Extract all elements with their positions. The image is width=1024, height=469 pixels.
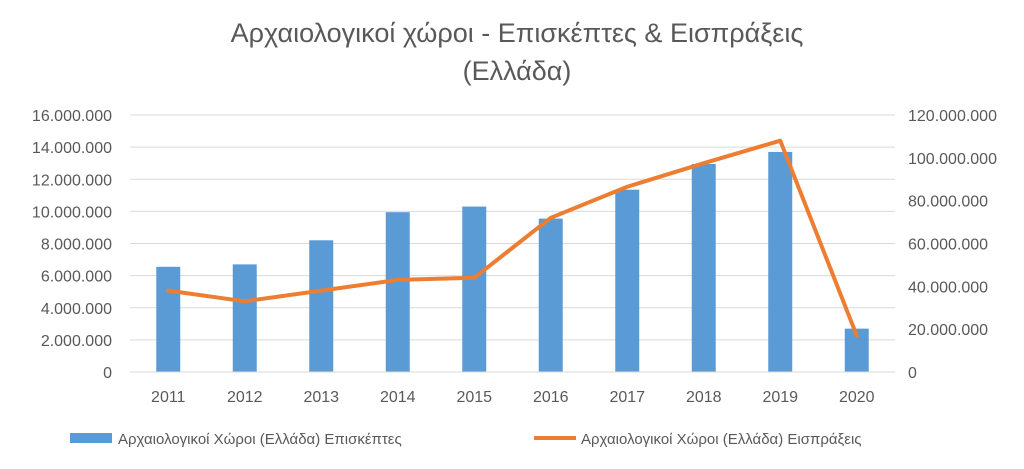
left-axis-tick-label: 6.000.000: [41, 269, 112, 286]
bar-visitors: [615, 189, 640, 372]
bar-visitors: [156, 266, 181, 372]
bar-visitors: [462, 206, 487, 372]
left-axis-tick-label: 10.000.000: [32, 204, 112, 221]
x-axis-tick-label: 2011: [151, 389, 186, 406]
x-axis-tick-label: 2013: [303, 389, 339, 406]
legend-label-visitors: Αρχαιολογικοί Χώροι (Ελλάδα) Επισκέπτες: [118, 431, 402, 448]
right-axis-tick-label: 80.000.000: [908, 194, 988, 211]
left-axis-tick-label: 16.000.000: [32, 108, 112, 125]
chart-title-line-2: (Ελλάδα): [463, 56, 572, 86]
legend: Αρχαιολογικοί Χώροι (Ελλάδα) Επισκέπτες …: [70, 431, 862, 448]
left-axis-tick-label: 4.000.000: [41, 301, 112, 318]
left-axis-tick-label: 2.000.000: [41, 333, 112, 350]
x-axis-tick-label: 2014: [380, 389, 416, 406]
right-axis-tick-label: 40.000.000: [908, 279, 988, 296]
left-axis-tick-label: 0: [103, 365, 112, 382]
x-axis-tick-label: 2015: [456, 389, 492, 406]
left-axis-tick-label: 14.000.000: [32, 140, 112, 157]
x-axis-tick-label: 2012: [227, 389, 263, 406]
axes: 0 2.000.000 4.000.000 6.000.000 8.000.000 10.…: [32, 108, 997, 406]
line-series: [166, 138, 859, 338]
x-axis-tick-label: 2019: [762, 389, 798, 406]
gridlines: [130, 114, 895, 341]
legend-label-revenue: Αρχαιολογικοί Χώροι (Ελλάδα) Εισπράξεις: [581, 431, 862, 448]
legend-swatch-visitors: [70, 433, 112, 443]
bar-visitors: [385, 212, 410, 372]
bar-visitors: [691, 163, 716, 372]
line-revenue: [166, 138, 859, 338]
right-axis-tick-label: 0: [908, 365, 917, 382]
right-axis-tick-label: 120.000.000: [908, 108, 997, 125]
bar-visitors: [768, 151, 793, 372]
bar-visitors: [309, 240, 334, 372]
bar-visitors: [232, 264, 257, 372]
x-axis-tick-label: 2018: [686, 389, 722, 406]
x-axis-tick-label: 2016: [533, 389, 569, 406]
left-axis-tick-label: 8.000.000: [41, 237, 112, 254]
bar-visitors: [538, 218, 563, 372]
bar-series: [156, 151, 869, 372]
left-axis-tick-label: 12.000.000: [32, 172, 112, 189]
right-axis-tick-label: 60.000.000: [908, 237, 988, 254]
right-axis-tick-label: 100.000.000: [908, 151, 997, 168]
right-axis-tick-label: 20.000.000: [908, 322, 988, 339]
chart-title-line-1: Αρχαιολογικοί χώροι - Επισκέπτες & Εισπρ…: [231, 18, 804, 48]
x-axis-tick-label: 2020: [839, 389, 875, 406]
x-axis-tick-label: 2017: [609, 389, 645, 406]
